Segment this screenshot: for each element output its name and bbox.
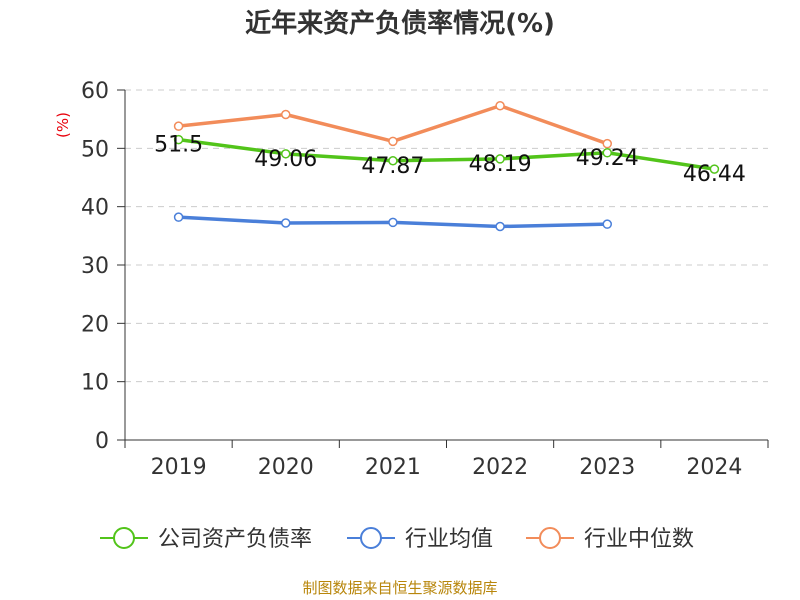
- data-point: [388, 136, 398, 147]
- series-line: [178, 137, 715, 171]
- data-point: [495, 101, 505, 111]
- data-point: [495, 221, 505, 232]
- data-label: 48.19: [469, 152, 532, 177]
- y-tick-label: 60: [81, 79, 109, 104]
- y-tick-label: 10: [81, 371, 109, 396]
- x-tick-label: 2024: [686, 455, 742, 480]
- legend-item: 公司资产负债率: [100, 527, 312, 552]
- data-point: [602, 138, 612, 149]
- legend: 公司资产负债率 行业均值 行业中位数: [100, 527, 694, 552]
- grid-lines: [125, 89, 768, 383]
- legend-item: 行业均值: [347, 527, 493, 552]
- legend-marker-icon: [539, 527, 561, 549]
- y-tick-label: 50: [81, 137, 109, 162]
- data-point: [388, 217, 398, 228]
- data-point: [281, 109, 291, 120]
- y-tick-label: 20: [81, 312, 109, 337]
- x-tick-label: 2022: [472, 455, 528, 480]
- data-label: 46.44: [683, 162, 746, 187]
- data-point: [709, 164, 720, 174]
- y-tick-label: 0: [95, 429, 109, 454]
- data-label: 49.06: [254, 147, 317, 172]
- y-axis-unit: (%): [54, 112, 72, 138]
- chart-title: 近年来资产负债率情况(%): [245, 8, 555, 39]
- data-point: [602, 148, 612, 158]
- data-point: [281, 218, 291, 228]
- data-point: [173, 121, 184, 131]
- data-label: 47.87: [361, 154, 424, 179]
- legend-marker-icon: [360, 527, 382, 549]
- series-lines: [173, 101, 720, 232]
- x-tick-label: 2023: [579, 455, 635, 480]
- legend-item: 行业中位数: [526, 527, 694, 552]
- data-point: [495, 154, 505, 164]
- x-tick-label: 2020: [258, 455, 314, 480]
- legend-label: 公司资产负债率: [158, 527, 312, 552]
- y-tick-label: 30: [81, 254, 109, 279]
- data-point: [173, 212, 184, 222]
- data-label: 51.5: [154, 133, 203, 158]
- legend-marker-icon: [113, 527, 135, 549]
- x-tick-label: 2019: [151, 455, 207, 480]
- data-labels: 51.5 49.06 47.87 48.19 49.24 46.44: [154, 133, 746, 188]
- data-point: [173, 134, 184, 145]
- data-label: 49.24: [576, 146, 639, 171]
- data-point: [281, 149, 291, 159]
- axes: 0 10 20 30 40 50 60 2019 2020 2021 2022 2023 2024: [81, 79, 769, 480]
- data-point: [388, 156, 398, 166]
- data-point: [602, 219, 612, 229]
- legend-label: 行业均值: [405, 527, 493, 552]
- legend-label: 行业中位数: [584, 527, 694, 552]
- x-tick-label: 2021: [365, 455, 421, 480]
- source-note: 制图数据来自恒生聚源数据库: [302, 579, 497, 597]
- y-tick-label: 40: [81, 196, 109, 221]
